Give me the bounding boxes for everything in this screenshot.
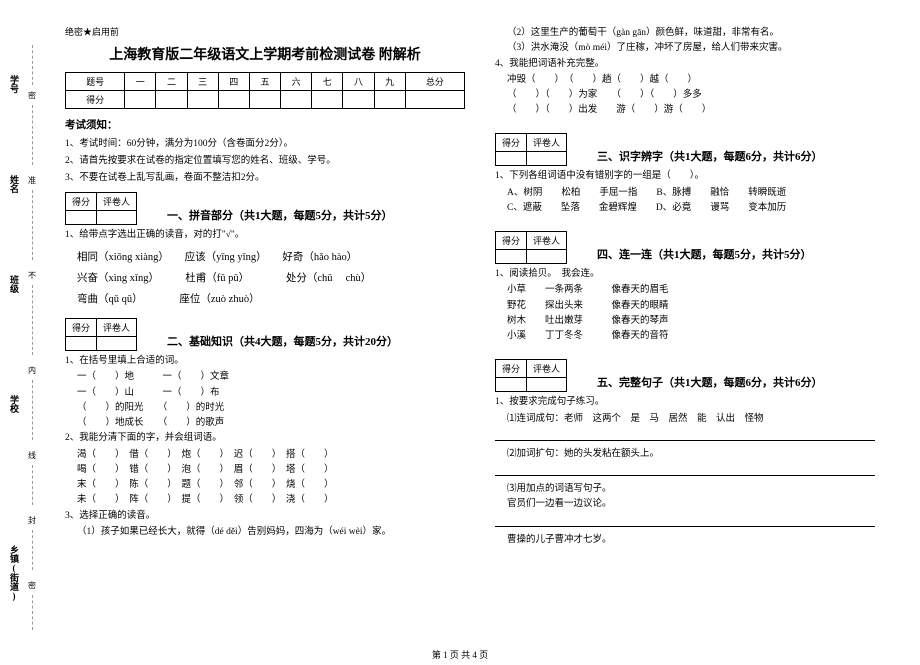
section-4-title: 四、连一连（共1大题，每题5分，共计5分） bbox=[597, 246, 812, 262]
question-text: 1、按要求完成句子练习。 bbox=[495, 395, 895, 410]
match-row: 树木 吐出嫩芽 像春天的琴声 bbox=[507, 314, 895, 328]
field-class: 班级 bbox=[8, 275, 21, 293]
notice-line: 1、考试时间：60分钟，满分为100分（含卷面分2分）。 bbox=[65, 135, 465, 149]
scorer-box: 得分评卷人 bbox=[495, 133, 567, 166]
table-row: 得分 bbox=[66, 91, 465, 109]
question-text: 1、阅读拾贝。 我会连。 bbox=[495, 267, 895, 282]
answer-option: C、遮蔽 坠落 金碧辉煌 D、必竟 谩骂 变本加历 bbox=[507, 201, 895, 215]
document-title: 上海教育版二年级语文上学期考前检测试卷 附解析 bbox=[65, 44, 465, 64]
pinyin-row: 兴奋（xìng xǐng） 杜甫（fǔ pǔ） 处分（chǔ chù） bbox=[77, 270, 465, 285]
scorer-box: 得分评卷人 bbox=[495, 359, 567, 392]
section-2-title: 二、基础知识（共4大题，每题5分，共计20分） bbox=[167, 333, 398, 349]
match-row: 小草 一条两条 像春天的眉毛 bbox=[507, 283, 895, 297]
pinyin-row: 弯曲（qǔ qū） 座位（zuò zhuò） bbox=[77, 291, 465, 306]
notice-heading: 考试须知： bbox=[65, 117, 465, 132]
field-school: 学校 bbox=[8, 395, 21, 413]
question-text: 4、我能把词语补充完整。 bbox=[495, 57, 895, 72]
pinyin-row: 相同（xiōng xiàng） 应该（yīng yǐng） 好奇（hǎo hào… bbox=[77, 249, 465, 264]
score-summary-table: 题号 一 二 三 四 五 六 七 八 九 总分 得分 bbox=[65, 72, 465, 109]
field-town: 乡镇(街道) bbox=[8, 545, 21, 601]
notice-line: 3、不要在试卷上乱写乱画，卷面不整洁扣2分。 bbox=[65, 169, 465, 183]
answer-option: A、树阴 松柏 手屈一指 B、脉搏 融恰 转瞬既逝 bbox=[507, 186, 895, 200]
section-3-title: 三、识字辨字（共1大题，每题6分，共计6分） bbox=[597, 148, 823, 164]
question-text: 2、我能分清下面的字，并会组词语。 bbox=[65, 431, 465, 446]
field-name: 姓名 bbox=[8, 175, 21, 193]
question-text: 1、在括号里填上合适的词。 bbox=[65, 354, 465, 369]
match-row: 野花 探出头来 像春天的眼睛 bbox=[507, 299, 895, 313]
question-text: 1、下列各组词语中没有错别字的一组是（ ）。 bbox=[495, 169, 895, 184]
left-column: 绝密★启用前 上海教育版二年级语文上学期考前检测试卷 附解析 题号 一 二 三 … bbox=[50, 15, 480, 635]
dash-line bbox=[32, 45, 33, 85]
match-row: 小溪 丁丁冬冬 像春天的音符 bbox=[507, 329, 895, 343]
table-row: 题号 一 二 三 四 五 六 七 八 九 总分 bbox=[66, 73, 465, 91]
scorer-box: 得分评卷人 bbox=[495, 231, 567, 264]
right-column: （2）这里生产的葡萄干（gàn gān）颜色鲜，味道甜，非常有名。 （3）洪水淹… bbox=[480, 15, 910, 635]
confidential-label: 绝密★启用前 bbox=[65, 25, 465, 38]
question-text: 3、选择正确的读音。 bbox=[65, 509, 465, 524]
scorer-box: 得分评卷人 bbox=[65, 192, 137, 225]
field-student-id: 学号 bbox=[8, 75, 21, 93]
answer-blank[interactable] bbox=[495, 429, 875, 441]
section-5-title: 五、完整句子（共1大题，每题6分，共计6分） bbox=[597, 374, 823, 390]
section-1-title: 一、拼音部分（共1大题，每题5分，共计5分） bbox=[167, 207, 393, 223]
binding-margin: 学号 姓名 班级 学校 乡镇(街道) 密 准 不 内 线 封 密 bbox=[0, 15, 50, 665]
answer-blank[interactable] bbox=[495, 464, 875, 476]
scorer-box: 得分评卷人 bbox=[65, 318, 137, 351]
answer-blank[interactable] bbox=[495, 515, 875, 527]
notice-line: 2、请首先按要求在试卷的指定位置填写您的姓名、班级、学号。 bbox=[65, 152, 465, 166]
question-text: 1、给带点字选出正确的读音，对的打"√"。 bbox=[65, 228, 465, 243]
